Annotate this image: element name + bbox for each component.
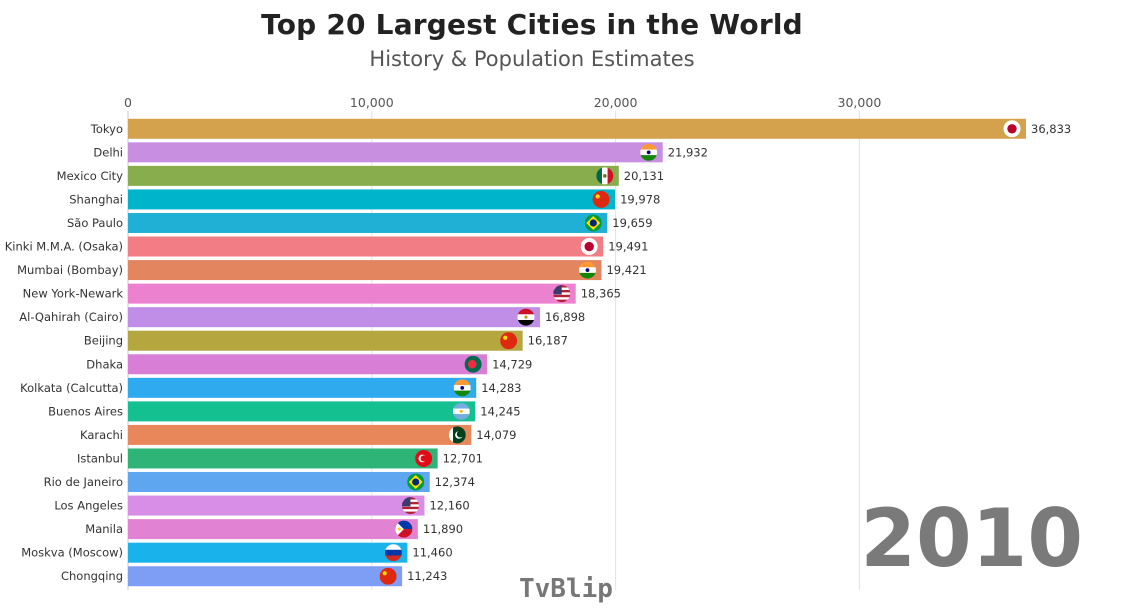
category-label: Shanghai [69, 192, 123, 206]
bar [128, 307, 540, 328]
data-label: 11,243 [407, 569, 447, 583]
category-label: Mexico City [57, 169, 124, 183]
year-label: 2010 [860, 492, 1083, 585]
flag-icon-brazil [407, 473, 425, 491]
bar [128, 212, 608, 233]
data-label: 16,187 [528, 334, 568, 348]
chart-title: Top 20 Largest Cities in the World [261, 8, 803, 41]
bar [128, 260, 602, 281]
category-label: Rio de Janeiro [44, 475, 123, 489]
flag-icon-egypt [517, 308, 535, 326]
category-label: Mumbai (Bombay) [17, 263, 123, 277]
flag-icon-pakistan [448, 426, 466, 444]
data-label: 19,978 [620, 192, 660, 206]
category-label: Chongqing [61, 569, 123, 583]
bar [128, 377, 477, 398]
flag-icon-usa [553, 285, 571, 303]
data-label: 14,245 [480, 404, 520, 418]
chart-subtitle: History & Population Estimates [369, 47, 695, 71]
data-label: 12,160 [429, 499, 469, 513]
category-label: New York-Newark [23, 287, 124, 301]
flag-icon-india [640, 143, 658, 161]
bar [128, 330, 523, 351]
data-label: 14,729 [492, 357, 532, 371]
category-label: Dhaka [86, 357, 123, 371]
flag-icon-philippines [395, 520, 413, 538]
bar [128, 118, 1026, 139]
category-label: Beijing [84, 334, 123, 348]
category-label: Karachi [80, 428, 123, 442]
bar [128, 519, 418, 540]
data-label: 19,491 [608, 240, 648, 254]
data-label: 18,365 [581, 287, 621, 301]
category-label: Tokyo [90, 122, 123, 136]
flag-icon-japan [1003, 120, 1021, 138]
flag-icon-usa [401, 497, 419, 515]
bar [128, 472, 430, 493]
data-label: 19,659 [612, 216, 652, 230]
data-label: 14,079 [476, 428, 516, 442]
category-label: Buenos Aires [48, 404, 123, 418]
data-label: 21,932 [668, 145, 708, 159]
watermark: TvBlip [519, 574, 613, 604]
category-label: Moskva (Moscow) [21, 546, 123, 560]
flag-icon-china [500, 332, 518, 350]
flag-icon-turkey [415, 449, 433, 467]
flag-icon-mexico [596, 167, 614, 185]
data-label: 11,890 [423, 522, 463, 536]
flag-icon-india [578, 261, 596, 279]
data-label: 19,421 [606, 263, 646, 277]
bar [128, 542, 408, 563]
bar [128, 424, 472, 445]
data-label: 20,131 [624, 169, 664, 183]
bar [128, 142, 663, 163]
bar [128, 566, 403, 587]
x-tick-label: 20,000 [594, 95, 638, 110]
category-label: Istanbul [77, 451, 123, 465]
category-label: Kolkata (Calcutta) [20, 381, 123, 395]
category-label: Manila [85, 522, 123, 536]
x-tick-label: 0 [124, 95, 132, 110]
category-label: Delhi [93, 145, 123, 159]
category-label: São Paulo [67, 216, 123, 230]
flag-icon-china [379, 567, 397, 585]
bar [128, 448, 438, 469]
flag-icon-russia [384, 544, 402, 562]
flag-icon-bangladesh [464, 355, 482, 373]
bar [128, 189, 616, 210]
data-label: 11,460 [412, 546, 452, 560]
bar [128, 165, 619, 186]
flag-icon-japan [580, 238, 598, 256]
bar [128, 236, 604, 257]
flag-icon-brazil [584, 214, 602, 232]
data-label: 36,833 [1031, 122, 1071, 136]
flag-icon-argentina [452, 402, 470, 420]
bar [128, 354, 488, 375]
flag-icon-india [453, 379, 471, 397]
data-label: 12,374 [435, 475, 475, 489]
flag-icon-china [592, 190, 610, 208]
data-label: 12,701 [443, 451, 483, 465]
x-tick-label: 10,000 [350, 95, 394, 110]
bar [128, 495, 425, 516]
category-label: Al-Qahirah (Cairo) [19, 310, 123, 324]
data-label: 16,898 [545, 310, 585, 324]
category-label: Kinki M.M.A. (Osaka) [5, 240, 123, 254]
bar [128, 283, 576, 304]
bar [128, 401, 476, 422]
category-label: Los Angeles [54, 499, 123, 513]
x-tick-label: 30,000 [838, 95, 882, 110]
data-label: 14,283 [481, 381, 521, 395]
